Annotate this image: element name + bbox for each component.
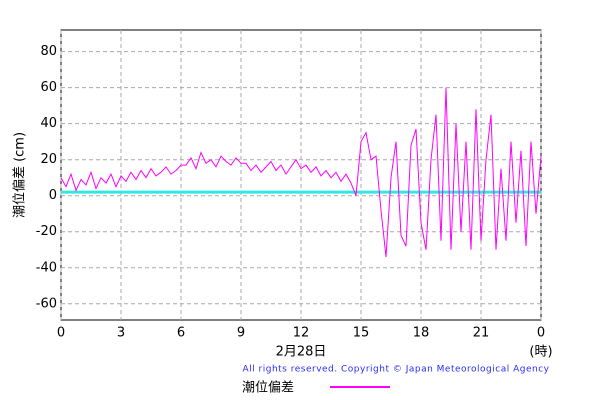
y-tick-label: 80 [40, 44, 57, 59]
y-tick-label: -60 [36, 296, 57, 311]
x-tick-label: 15 [353, 326, 370, 341]
x-tick-label: 0 [537, 326, 545, 341]
y-tick-label: -20 [36, 224, 57, 239]
y-tick-label: 40 [40, 116, 57, 131]
x-tick-label: 3 [117, 326, 125, 341]
x-axis-label: 2月28日 [276, 345, 327, 360]
x-tick-label: 6 [177, 326, 185, 341]
x-tick-label: 0 [57, 326, 65, 341]
y-tick-label: -40 [36, 260, 57, 275]
x-tick-label: 12 [293, 326, 310, 341]
y-tick-label: 20 [40, 152, 57, 167]
y-tick-label: 0 [49, 188, 57, 203]
x-tick-label: 21 [473, 326, 490, 341]
x-tick-label: 9 [237, 326, 245, 341]
x-unit: (時) [529, 345, 552, 360]
legend-label: 潮位偏差 [242, 381, 294, 396]
x-tick-label: 18 [413, 326, 430, 341]
copyright: All rights reserved. Copyright © Japan M… [243, 365, 550, 375]
y-tick-label: 60 [40, 80, 57, 95]
data-line [60, 87, 542, 258]
y-axis-label: 潮位偏差 (cm) [13, 132, 28, 218]
